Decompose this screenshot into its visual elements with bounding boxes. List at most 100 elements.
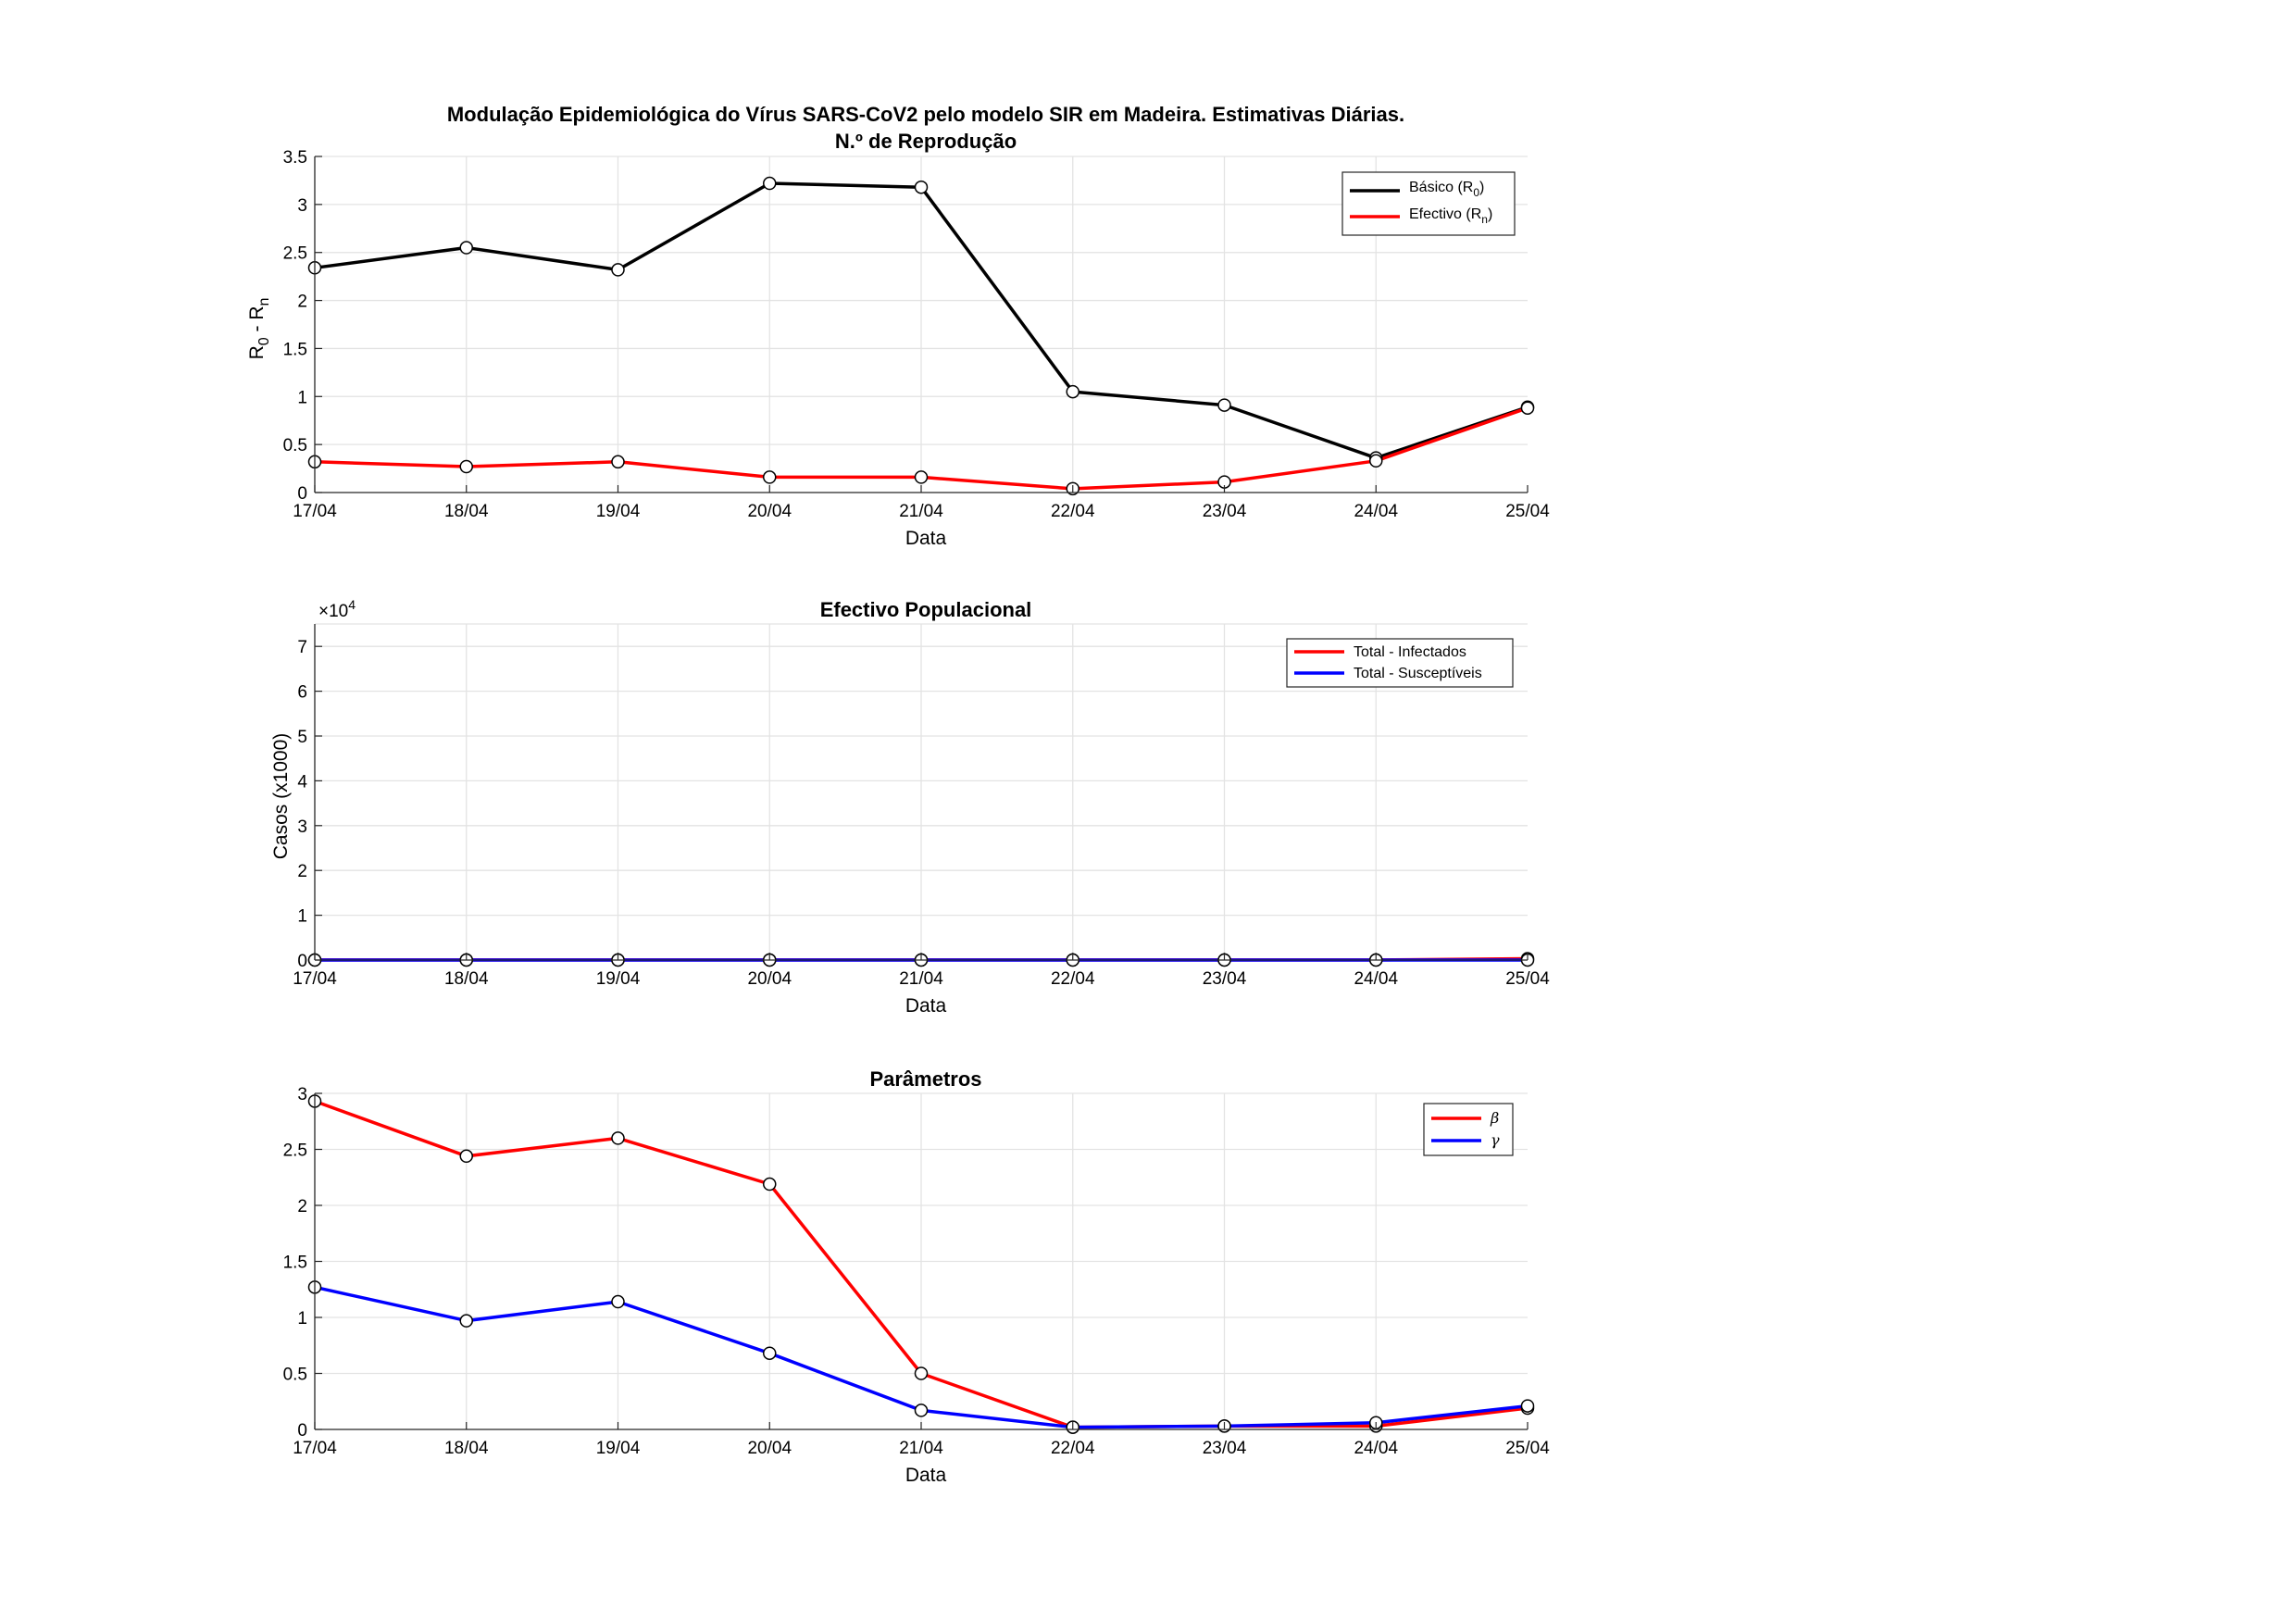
data-point bbox=[459, 459, 473, 474]
y-tick-label: 1 bbox=[297, 388, 307, 407]
data-point bbox=[459, 241, 473, 255]
y-exponent-base: ×10 bbox=[318, 602, 348, 621]
y-tick-label: 7 bbox=[297, 638, 307, 657]
y-tick-label: 3 bbox=[297, 1085, 307, 1104]
y-tick-label: 2 bbox=[297, 1197, 307, 1216]
y-tick-label: 0.5 bbox=[283, 436, 307, 455]
x-tick-label: 21/04 bbox=[899, 1439, 943, 1458]
legend-sub: 0 bbox=[1473, 186, 1479, 199]
y-tick-label: 3 bbox=[297, 196, 307, 216]
y-exponent-power: 4 bbox=[348, 597, 356, 612]
legend-suffix: ) bbox=[1488, 206, 1492, 222]
data-point bbox=[914, 180, 929, 194]
y-exponent-label: ×104 bbox=[318, 597, 356, 621]
x-tick-label: 24/04 bbox=[1354, 502, 1398, 521]
x-axis-label: Data bbox=[905, 995, 947, 1017]
x-tick-label: 17/04 bbox=[293, 969, 337, 989]
legend-box bbox=[1341, 171, 1516, 236]
x-axis-label: Data bbox=[905, 1465, 947, 1486]
data-point bbox=[1520, 401, 1535, 415]
chart-title: Modulação Epidemiológica do Vírus SARS-C… bbox=[447, 103, 1404, 126]
chart-title: Efectivo Populacional bbox=[820, 598, 1032, 621]
data-point bbox=[611, 1131, 625, 1145]
x-tick-label: 22/04 bbox=[1051, 969, 1095, 989]
x-tick-label: 19/04 bbox=[596, 1439, 641, 1458]
legend-label: γ bbox=[1491, 1131, 1500, 1149]
legend-box bbox=[1286, 638, 1514, 688]
y-tick-label: 5 bbox=[297, 728, 307, 747]
x-tick-label: 21/04 bbox=[899, 969, 943, 989]
x-tick-label: 19/04 bbox=[596, 969, 641, 989]
data-point bbox=[459, 1149, 473, 1164]
x-tick-label: 24/04 bbox=[1354, 1439, 1398, 1458]
y-tick-label: 0.5 bbox=[283, 1366, 307, 1385]
x-tick-label: 25/04 bbox=[1505, 969, 1550, 989]
x-tick-label: 17/04 bbox=[293, 1439, 337, 1458]
x-tick-label: 25/04 bbox=[1505, 1439, 1550, 1458]
legend-entry: Básico (R0) bbox=[1409, 180, 1484, 199]
grid bbox=[315, 156, 1528, 493]
legend-sub: n bbox=[1481, 213, 1488, 226]
y-tick-label: 0 bbox=[297, 484, 307, 504]
chart-subtitle: N.º de Reprodução bbox=[835, 130, 1017, 153]
tick-labels: 17/04 18/04 19/04 20/04 21/04 22/04 23/04 24/04… bbox=[283, 1085, 1551, 1458]
x-tick-label: 21/04 bbox=[899, 502, 943, 521]
y-tick-label: 0 bbox=[297, 1421, 307, 1441]
y-tick-label: 1 bbox=[297, 907, 307, 927]
legend: Total - Infectados Total - Susceptíveis bbox=[1286, 638, 1514, 688]
x-axis-label: Data bbox=[905, 528, 947, 549]
x-tick-label: 20/04 bbox=[747, 1439, 792, 1458]
parameters-chart: Parâmetros 17/04 18/04 19/04 20/04 21/04 22/0… bbox=[283, 1067, 1551, 1486]
data-point bbox=[914, 1404, 929, 1417]
y-tick-label: 3 bbox=[297, 817, 307, 837]
axes bbox=[314, 156, 1529, 493]
x-tick-label: 23/04 bbox=[1203, 502, 1247, 521]
x-tick-label: 17/04 bbox=[293, 502, 337, 521]
data-point bbox=[914, 470, 929, 484]
x-tick-label: 20/04 bbox=[747, 969, 792, 989]
legend-box bbox=[1423, 1103, 1514, 1156]
y-tick-label: 1.5 bbox=[283, 1254, 307, 1273]
y-tick-label: 2.5 bbox=[283, 1142, 307, 1161]
y-label-part: - R bbox=[246, 306, 268, 338]
x-tick-label: 19/04 bbox=[596, 502, 641, 521]
series-area bbox=[307, 176, 1535, 496]
data-point bbox=[611, 263, 625, 277]
legend-label: β bbox=[1490, 1109, 1499, 1127]
legend: Básico (R0) Efectivo (Rn) bbox=[1341, 171, 1516, 236]
y-tick-label: 1 bbox=[297, 1309, 307, 1329]
population-chart: Efectivo Populacional 17/04 18/04 19/04 20/… bbox=[270, 597, 1550, 1017]
axes bbox=[314, 624, 1529, 961]
data-point bbox=[1217, 398, 1231, 412]
y-tick-label: 2 bbox=[297, 293, 307, 312]
data-point bbox=[611, 455, 625, 469]
y-axis-label: R0 - Rn bbox=[246, 298, 272, 360]
legend-label: Básico (R bbox=[1409, 180, 1473, 195]
legend-entry: Efectivo (Rn) bbox=[1409, 206, 1492, 226]
legend-label: Efectivo (R bbox=[1409, 206, 1481, 222]
tick-labels: 17/04 18/04 19/04 20/04 21/04 22/04 23/04 24/04… bbox=[283, 148, 1551, 521]
x-tick-label: 25/04 bbox=[1505, 502, 1550, 521]
data-point bbox=[1066, 384, 1079, 399]
x-tick-label: 22/04 bbox=[1051, 1439, 1095, 1458]
x-tick-label: 23/04 bbox=[1203, 1439, 1247, 1458]
y-tick-label: 3.5 bbox=[283, 148, 307, 168]
y-tick-label: 0 bbox=[297, 952, 307, 971]
legend: β γ bbox=[1423, 1103, 1514, 1156]
data-point bbox=[763, 470, 777, 484]
data-point bbox=[914, 1366, 929, 1380]
data-point bbox=[1369, 454, 1383, 468]
y-label-sub: 0 bbox=[256, 337, 272, 345]
x-tick-label: 18/04 bbox=[444, 1439, 489, 1458]
y-tick-label: 1.5 bbox=[283, 340, 307, 359]
x-tick-label: 20/04 bbox=[747, 502, 792, 521]
data-point bbox=[1520, 1399, 1535, 1413]
x-tick-label: 22/04 bbox=[1051, 502, 1095, 521]
legend-label: Total - Susceptíveis bbox=[1354, 666, 1482, 681]
y-axis-label: Casos (x1000) bbox=[270, 733, 292, 860]
y-tick-label: 2 bbox=[297, 862, 307, 881]
series-area bbox=[307, 1094, 1535, 1434]
legend-suffix: ) bbox=[1479, 180, 1484, 195]
data-point bbox=[763, 1346, 777, 1360]
